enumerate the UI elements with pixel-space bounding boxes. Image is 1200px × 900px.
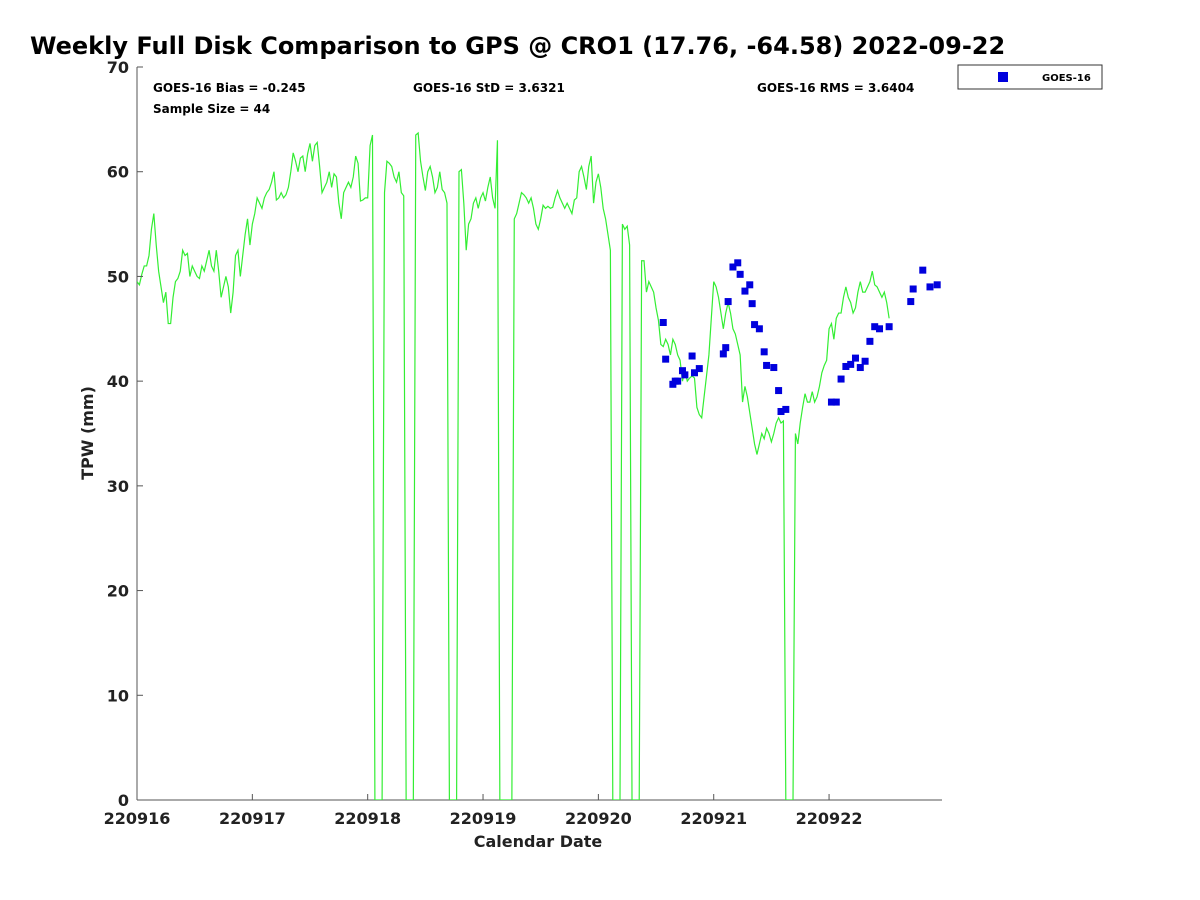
- x-tick-label: 220922: [796, 809, 863, 828]
- y-axis-label: TPW (mm): [78, 386, 97, 480]
- goes-points-layer: [659, 259, 941, 416]
- goes16-point: [695, 365, 703, 373]
- goes16-point: [741, 287, 749, 295]
- y-tick-label: 60: [107, 163, 129, 182]
- goes16-point: [770, 364, 778, 372]
- goes16-point: [856, 364, 864, 372]
- gps-line-layer: [137, 131, 890, 800]
- x-tick-label: 220918: [334, 809, 401, 828]
- goes16-point: [659, 319, 667, 327]
- y-tick-label: 50: [107, 267, 129, 286]
- goes16-point: [746, 281, 754, 289]
- goes16-point: [775, 387, 783, 395]
- y-ticks: 0 10 20 30 40 50 60 70: [107, 58, 143, 810]
- goes16-point: [736, 270, 744, 278]
- goes16-point: [851, 354, 859, 362]
- x-axis-label: Calendar Date: [474, 832, 603, 851]
- goes16-point: [837, 375, 845, 383]
- legend: GOES-16: [957, 64, 1103, 90]
- y-tick-label: 70: [107, 58, 129, 77]
- goes16-point: [751, 321, 759, 329]
- goes16-point: [678, 367, 686, 375]
- goes16-point: [681, 371, 689, 379]
- goes16-point: [763, 361, 771, 369]
- goes16-point: [919, 266, 927, 274]
- goes16-point: [907, 298, 915, 306]
- goes16-point: [734, 259, 742, 267]
- rms-stat: GOES-16 RMS = 3.6404: [757, 81, 914, 95]
- goes16-point: [662, 355, 670, 363]
- goes16-point: [760, 348, 768, 356]
- x-tick-label: 220920: [565, 809, 632, 828]
- goes16-point: [876, 325, 884, 333]
- goes16-point: [933, 281, 941, 289]
- goes16-point: [782, 405, 790, 413]
- chart-title: Weekly Full Disk Comparison to GPS @ CRO…: [30, 32, 1005, 60]
- goes16-point: [729, 263, 737, 271]
- goes16-point: [719, 350, 727, 358]
- plot-area: [136, 67, 942, 801]
- gps-tpw-line: [137, 131, 890, 800]
- bias-stat: GOES-16 Bias = -0.245: [153, 81, 306, 95]
- y-tick-label: 40: [107, 372, 129, 391]
- goes16-point: [861, 357, 869, 365]
- goes16-point: [688, 352, 696, 360]
- goes16-point: [847, 360, 855, 368]
- y-tick-label: 30: [107, 477, 129, 496]
- goes16-point: [909, 285, 917, 293]
- goes16-point: [885, 323, 893, 331]
- legend-box: [957, 64, 1103, 90]
- goes16-point: [832, 398, 840, 406]
- y-tick-label: 20: [107, 582, 129, 601]
- goes16-point: [871, 323, 879, 331]
- plot-frame: [137, 67, 942, 800]
- goes16-point: [722, 344, 730, 352]
- goes16-point: [724, 298, 732, 306]
- goes16-point: [866, 337, 874, 345]
- stats-annotations: GOES-16 Bias = -0.245 GOES-16 StD = 3.63…: [153, 81, 914, 116]
- goes16-point: [777, 408, 785, 416]
- x-tick-label: 220919: [450, 809, 517, 828]
- x-ticks: 220916 220917 220918 220919 220920 220921 2209…: [104, 794, 863, 828]
- y-tick-label: 10: [107, 686, 129, 705]
- goes16-point: [827, 398, 835, 406]
- sample-size-stat: Sample Size = 44: [153, 102, 270, 116]
- goes16-point: [690, 369, 698, 377]
- goes16-point: [748, 300, 756, 308]
- x-tick-label: 220917: [219, 809, 286, 828]
- legend-label-goes16: GOES-16: [1042, 73, 1091, 84]
- std-stat: GOES-16 StD = 3.6321: [413, 81, 565, 95]
- legend-marker-goes16: [998, 72, 1008, 82]
- x-tick-label: 220921: [680, 809, 747, 828]
- goes16-point: [674, 377, 682, 385]
- goes16-point: [842, 362, 850, 370]
- x-tick-label: 220916: [104, 809, 171, 828]
- goes16-point: [755, 325, 763, 333]
- y-tick-label: 0: [118, 791, 129, 810]
- goes16-point: [926, 283, 934, 291]
